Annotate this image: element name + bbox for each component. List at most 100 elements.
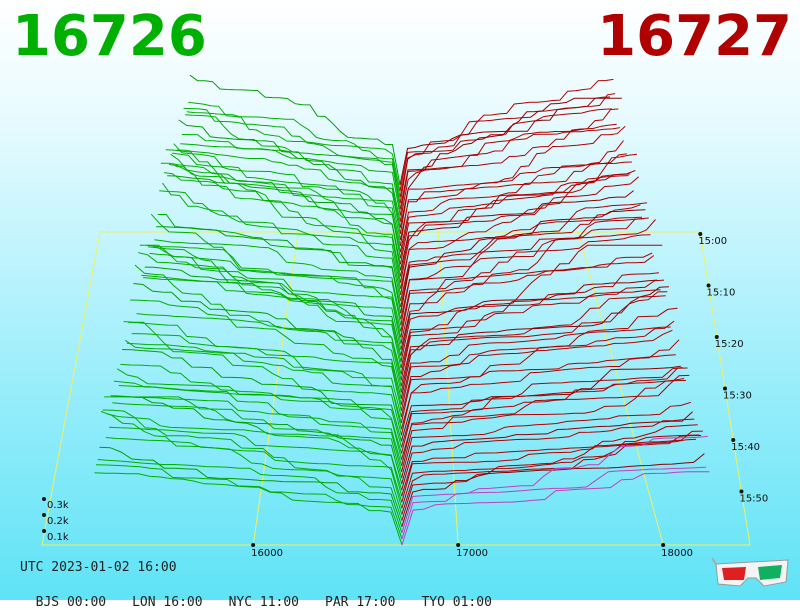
price-tick-label: 18000 — [661, 548, 693, 559]
ask-depth-line — [400, 219, 656, 350]
bid-price: 16726 — [12, 4, 207, 69]
ask-depth-line — [401, 435, 708, 540]
bid-depth-line — [113, 380, 403, 472]
ask-depth-line — [400, 286, 670, 399]
ask-depth-line — [400, 339, 680, 436]
ask-depth-line — [401, 434, 700, 509]
time-tick-label: 15:10 — [707, 288, 736, 299]
price-tick-mark — [251, 543, 256, 547]
bid-depth-line — [133, 283, 402, 399]
ask-depth-line — [400, 170, 636, 277]
ask-depth-line — [400, 218, 644, 308]
time-tick-mark — [706, 283, 711, 288]
bid-depth-line — [107, 413, 403, 497]
bid-depth-line — [94, 472, 403, 546]
ask-depth-line — [399, 97, 622, 228]
bid-depth-line — [156, 226, 402, 314]
ask-depth-line — [401, 374, 690, 472]
bid-depth-line — [123, 321, 402, 436]
ask-depth-line — [399, 78, 614, 198]
ask-depth-line — [401, 453, 705, 527]
depth-tick-label: 0.1k — [47, 532, 69, 543]
time-tick-mark — [739, 489, 744, 494]
zone-lon: LON 16:00 — [132, 595, 203, 610]
time-tick-label: 15:50 — [739, 494, 768, 505]
time-tick-label: 15:00 — [698, 236, 727, 247]
bid-depth-line — [173, 143, 401, 247]
bid-depth-line — [165, 149, 401, 277]
bid-depth-line — [180, 143, 401, 222]
time-tick-label: 15:30 — [723, 391, 752, 402]
ask-depth-line — [401, 424, 698, 503]
bid-depth-line — [186, 111, 401, 198]
ask-depth-line — [400, 234, 651, 332]
depth-tick-label: 0.3k — [47, 500, 69, 511]
bid-depth-line — [189, 74, 401, 186]
depth-tick-mark — [42, 513, 46, 517]
bid-depth-line — [128, 321, 402, 418]
bid-depth-line — [188, 101, 401, 192]
bid-depth-line — [115, 395, 403, 466]
zone-bjs: BJS 00:00 — [35, 595, 107, 610]
time-tick-label: 15:20 — [715, 339, 744, 350]
bid-depth-line — [183, 107, 401, 210]
bid-depth-line — [146, 244, 402, 350]
ask-depth-line — [401, 411, 693, 485]
price-tick-label: 16000 — [251, 548, 283, 559]
price-tick-mark — [456, 543, 461, 547]
ask-depth-line — [400, 295, 666, 387]
bid-depth-line — [130, 299, 402, 411]
bid-depth-line — [99, 446, 403, 527]
ask-depth-line — [399, 108, 612, 192]
bid-depth-line — [120, 363, 402, 448]
3d-glasses-icon[interactable] — [712, 556, 792, 590]
ask-depth-line — [400, 217, 649, 326]
ask-depth-line — [399, 153, 627, 247]
ask-depth-line — [400, 291, 668, 393]
bid-depth-line — [112, 402, 403, 479]
zone-tyo: TYO 01:00 — [421, 595, 492, 610]
left-depth-edge — [41, 231, 101, 546]
bid-depth-series — [94, 74, 403, 546]
ask-depth-line — [400, 190, 634, 271]
depth-tick-mark — [42, 529, 46, 533]
time-tick-mark — [731, 438, 736, 442]
bid-depth-line — [97, 459, 403, 533]
ask-depth-line — [400, 255, 655, 344]
time-tick-mark — [714, 335, 719, 339]
ask-price: 16727 — [597, 4, 792, 69]
time-tick-mark — [698, 232, 703, 236]
ask-depth-line — [401, 401, 692, 479]
price-tick-label: 17000 — [456, 548, 488, 559]
bid-depth-line — [178, 119, 401, 228]
timezone-clocks: BJS 00:00 LON 16:00 NYC 11:00 PAR 17:00 TYO … — [20, 580, 518, 610]
bid-depth-line — [172, 152, 401, 253]
ask-depth-line — [401, 466, 707, 533]
ask-depth-line — [401, 438, 697, 497]
bid-depth-line — [100, 411, 403, 521]
ask-depth-line — [400, 244, 663, 375]
ask-depth-line — [399, 123, 617, 210]
ask-depth-line — [400, 176, 640, 289]
ask-depth-line — [401, 367, 683, 448]
bid-depth-line — [116, 368, 402, 460]
ask-depth-line — [399, 127, 621, 222]
ask-depth-line — [399, 108, 619, 216]
bid-depth-line — [162, 182, 402, 289]
ask-depth-line — [400, 279, 658, 356]
ask-depth-line — [399, 173, 631, 259]
ask-depth-line — [401, 418, 695, 491]
bid-depth-line — [181, 134, 401, 216]
bid-depth-line — [185, 114, 401, 204]
depth-tick-label: 0.2k — [47, 516, 69, 527]
ask-depth-line — [400, 354, 676, 424]
ask-depth-line — [400, 326, 671, 405]
ask-depth-series — [399, 78, 710, 546]
ask-depth-line — [400, 209, 646, 314]
zone-par: PAR 17:00 — [325, 595, 396, 610]
bid-depth-line — [134, 264, 402, 393]
ask-depth-line — [400, 307, 678, 430]
bid-depth-line — [164, 172, 401, 283]
time-tick-label: 15:40 — [731, 442, 760, 453]
bid-depth-line — [167, 175, 401, 271]
